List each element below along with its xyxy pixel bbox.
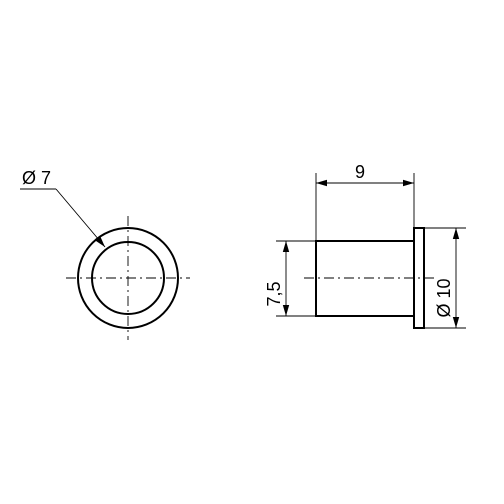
dim-width-9: 9 xyxy=(316,162,414,241)
front-view: Ø 7 xyxy=(20,168,190,340)
dim-height-7-5: 7,5 xyxy=(264,241,316,316)
leader-seg-1 xyxy=(56,189,105,247)
dim-dia-10-label: Ø 10 xyxy=(434,278,454,317)
side-view xyxy=(304,228,436,328)
dim-height-7-5-label: 7,5 xyxy=(264,281,284,306)
dia-7-label: Ø 7 xyxy=(22,168,51,188)
dim-width-9-label: 9 xyxy=(355,162,365,182)
